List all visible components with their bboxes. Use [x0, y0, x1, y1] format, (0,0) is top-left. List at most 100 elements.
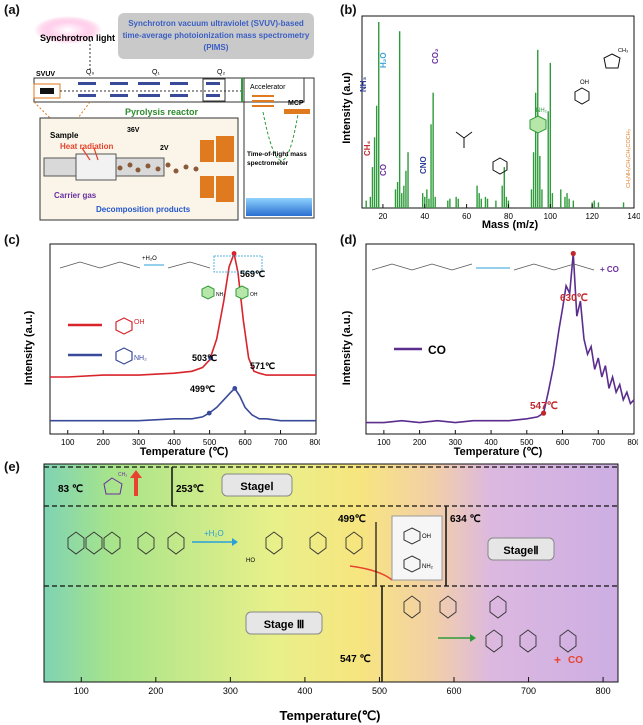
c-series — [50, 250, 316, 422]
mass-spectrum-chart: Intensity (a.u) Mass (m/z) 20 40 60 80 100 12… — [341, 15, 640, 231]
c-polymer-scheme — [59, 255, 263, 273]
product-beam — [117, 162, 199, 174]
c-scheme-oh: OH — [250, 292, 258, 298]
aniline-icon — [529, 115, 547, 134]
panel-a-label: (a) — [4, 2, 20, 17]
pims-title-line3: (PIMS) — [204, 43, 229, 52]
label-co: CO — [379, 164, 388, 176]
tof-label-2: spectrometer — [247, 160, 289, 167]
d-scheme-co: + CO — [600, 265, 619, 274]
legend-phenol-icon — [115, 317, 133, 335]
legend-aniline-nh2: NH₂ — [134, 355, 147, 362]
e-aniline-icon — [403, 555, 421, 573]
e-t634: 634 ℃ — [450, 514, 481, 525]
e-tick-label: 300 — [223, 686, 238, 696]
c-peak-571: 571℃ — [250, 361, 275, 371]
benzene-icon — [492, 157, 508, 175]
e-t253: 253℃ — [176, 484, 204, 495]
c-onset-499: 499℃ — [190, 384, 215, 394]
e-pyrrolidone-icon — [103, 477, 123, 495]
label-ch4: CH₄ — [363, 140, 372, 156]
d-frame — [365, 243, 635, 435]
pyrrolidone-icon — [603, 53, 621, 69]
e-tick-label: 500 — [372, 686, 387, 696]
x-tick-label: 700 — [592, 438, 606, 447]
label-nh2: NH₂ — [536, 108, 548, 114]
x-tick-label: 200 — [97, 438, 111, 447]
c-h2o-label: +H₂O — [142, 256, 157, 262]
label-co2: CO₂ — [431, 48, 440, 64]
legend-aniline-icon — [115, 347, 133, 365]
e-stage3-box — [245, 611, 323, 635]
d-xlabel: Temperature (℃) — [454, 446, 543, 458]
x-tick-label: 400 — [484, 438, 498, 447]
series-line-phenol — [50, 250, 316, 378]
series-line-aniline — [50, 387, 316, 422]
e-t499: 499℃ — [338, 514, 366, 525]
d-onset-547: 547℃ — [530, 401, 558, 412]
e-stage1-arrow — [134, 476, 138, 496]
panel-c-label: (c) — [4, 232, 20, 247]
c-frame — [49, 243, 317, 435]
quadrupole-rods — [78, 82, 220, 97]
legend-phenol-oh: OH — [134, 319, 145, 326]
stage-boundaries — [171, 467, 447, 682]
e-t547: 547 ℃ — [340, 654, 371, 665]
e-stage3-reactant-icon — [403, 595, 507, 619]
e-stage3-label: Stage Ⅲ — [264, 619, 305, 631]
reactor-label: Pyrolysis reactor — [125, 107, 199, 117]
x-tick-label: 700 — [274, 438, 288, 447]
e-stage1-label: StageⅠ — [240, 481, 273, 493]
tof-box — [243, 77, 315, 219]
skimmer-electrodes — [200, 136, 234, 202]
c-scheme-nh2: NH₂ — [216, 292, 225, 298]
spectrum-tick-label: 40 — [420, 212, 429, 221]
d-xticks: 100 200 300 400 500 600 700 800 — [377, 430, 638, 447]
co-evolution-chart: Intensity (a.u.) Temperature (℃) 100 200 3… — [341, 243, 638, 458]
v36-label: 36V — [127, 127, 140, 134]
panel-a-apparatus: Synchrotron light Synchrotron vacuum ult… — [33, 13, 315, 221]
spectrum-xlabel: Mass (m/z) — [482, 219, 539, 231]
c-onset-503: 503℃ — [192, 353, 217, 363]
d-polymer-scheme — [371, 263, 595, 271]
label-oh: OH — [580, 80, 589, 86]
c-xticks: 100 200 300 400 500 600 700 800 — [61, 430, 320, 447]
e-stage2-label: StageⅡ — [503, 545, 538, 557]
spectrum-tick-label: 20 — [378, 212, 387, 221]
e-plus: + — [554, 653, 561, 667]
urea-fragment-icon — [455, 131, 473, 148]
ion-flight-path — [262, 111, 299, 161]
x-tick-label: 800 — [309, 438, 320, 447]
c-scheme-aniline-icon — [201, 285, 215, 300]
stage-diagram: 83 ℃ CH₃ 253℃ StageⅠ +H₂O HO 499℃ OH NH₂… — [43, 463, 619, 723]
svuv-label: SVUV — [36, 71, 55, 78]
pims-title-line2: time-average photoionization mass spectr… — [123, 31, 310, 40]
heat-arrows — [81, 147, 99, 161]
e-co: CO — [568, 655, 583, 666]
e-hydrolyzed-unit-icon — [265, 531, 363, 555]
e-t83: 83 ℃ — [58, 484, 83, 495]
x-tick-label: 400 — [167, 438, 181, 447]
x-tick-label: 500 — [520, 438, 534, 447]
tof-label-1: Time-of-flight mass — [247, 151, 307, 158]
e-xlabel: Temperature(℃) — [279, 708, 380, 723]
peak-marker — [540, 410, 547, 416]
spectrum-frame — [361, 15, 635, 209]
e-stage3-product-icon — [485, 629, 577, 653]
e-stage1-box — [221, 473, 293, 497]
detector-crystal — [246, 198, 312, 216]
panel-b-label: (b) — [340, 2, 357, 17]
panel-e-label: (e) — [4, 459, 20, 474]
e-tick-label: 400 — [297, 686, 312, 696]
e-ho: HO — [246, 558, 255, 564]
spectrum-tick-label: 80 — [504, 212, 513, 221]
spectrum-bars — [365, 22, 625, 208]
panel-d-label: (d) — [340, 232, 357, 247]
spectrum-ylabel: Intensity (a.u) — [341, 72, 353, 144]
x-tick-label: 300 — [132, 438, 146, 447]
d-series — [366, 250, 635, 424]
spectrum-xticks: 20 40 60 80 100 120 140 — [378, 204, 640, 221]
peak-marker — [206, 410, 212, 416]
label-cno: CNO — [419, 156, 428, 174]
mcp-label: MCP — [288, 100, 304, 107]
